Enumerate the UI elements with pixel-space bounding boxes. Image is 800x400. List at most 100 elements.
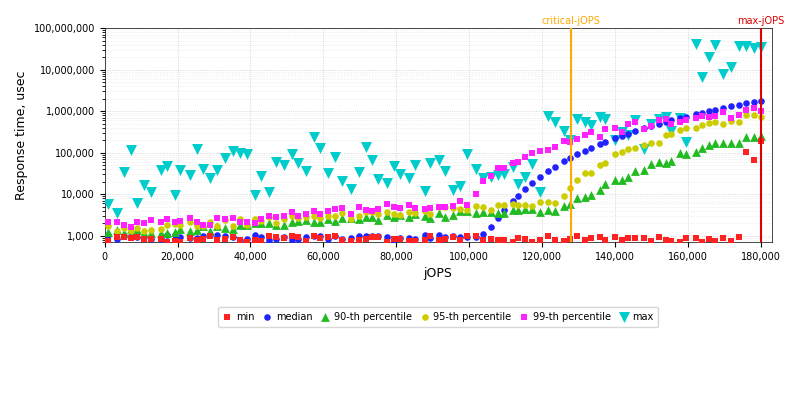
min [454, 236, 466, 243]
95-th percentile [660, 132, 673, 138]
min [130, 234, 143, 240]
min [328, 233, 341, 240]
95-th percentile [724, 118, 737, 124]
90-th percentile [307, 219, 320, 225]
99-th percentile [402, 202, 415, 208]
max [254, 173, 267, 179]
max [498, 171, 510, 177]
min [438, 235, 451, 242]
min [616, 236, 629, 243]
90-th percentile [454, 208, 466, 214]
max [424, 160, 437, 166]
min [709, 237, 722, 244]
99-th percentile [680, 117, 693, 123]
90-th percentile [696, 144, 709, 151]
max [638, 146, 650, 152]
90-th percentile [628, 168, 641, 174]
max [154, 167, 167, 174]
min [446, 234, 459, 241]
95-th percentile [234, 216, 246, 223]
median [286, 237, 298, 243]
min [191, 237, 204, 243]
median [387, 236, 400, 243]
min [335, 237, 348, 243]
median [365, 232, 378, 239]
min [534, 237, 546, 243]
95-th percentile [270, 220, 283, 226]
median [372, 233, 385, 240]
median [585, 145, 598, 151]
min [381, 239, 394, 245]
median [748, 98, 761, 105]
max [599, 116, 612, 122]
95-th percentile [498, 202, 510, 208]
99-th percentile [534, 148, 546, 154]
90-th percentile [424, 215, 437, 221]
max [402, 175, 415, 182]
99-th percentile [622, 121, 634, 127]
90-th percentile [328, 218, 341, 224]
90-th percentile [262, 220, 275, 226]
median [717, 105, 730, 111]
min [138, 236, 150, 242]
90-th percentile [491, 210, 504, 216]
median [174, 234, 186, 240]
max [690, 40, 702, 47]
min [353, 237, 366, 244]
X-axis label: jOPS: jOPS [424, 268, 453, 280]
95-th percentile [408, 210, 421, 216]
min [609, 234, 622, 240]
median [249, 232, 262, 238]
95-th percentile [254, 218, 267, 224]
median [740, 100, 753, 107]
max [518, 174, 531, 180]
max [432, 157, 445, 163]
90-th percentile [322, 216, 335, 222]
max [542, 113, 554, 119]
95-th percentile [526, 203, 538, 209]
95-th percentile [130, 225, 143, 231]
90-th percentile [526, 206, 538, 212]
95-th percentile [424, 210, 437, 217]
median [262, 237, 275, 243]
median [638, 125, 650, 131]
median [345, 235, 358, 241]
95-th percentile [673, 127, 686, 133]
99-th percentile [203, 222, 216, 229]
median [353, 233, 366, 239]
99-th percentile [270, 214, 283, 221]
90-th percentile [717, 139, 730, 146]
max [696, 73, 709, 80]
99-th percentile [218, 216, 231, 222]
99-th percentile [424, 205, 437, 211]
min [278, 235, 290, 241]
median [673, 115, 686, 121]
median [226, 234, 239, 240]
90-th percentile [599, 181, 612, 187]
95-th percentile [518, 202, 531, 208]
min [291, 234, 304, 240]
99-th percentile [638, 126, 650, 132]
90-th percentile [616, 176, 629, 183]
90-th percentile [226, 226, 239, 232]
90-th percentile [353, 216, 366, 222]
median [665, 117, 678, 124]
99-th percentile [313, 211, 326, 217]
99-th percentile [542, 146, 554, 153]
90-th percentile [249, 220, 262, 226]
95-th percentile [460, 207, 473, 213]
95-th percentile [638, 142, 650, 148]
max [184, 172, 197, 178]
median [733, 102, 746, 108]
90-th percentile [270, 222, 283, 228]
min [690, 234, 702, 241]
95-th percentile [702, 120, 715, 126]
99-th percentile [690, 114, 702, 121]
max [218, 154, 231, 161]
95-th percentile [174, 222, 186, 228]
Y-axis label: Response time, usec: Response time, usec [15, 70, 28, 200]
99-th percentile [110, 219, 123, 225]
90-th percentile [387, 214, 400, 220]
max [335, 178, 348, 184]
median [534, 173, 546, 180]
